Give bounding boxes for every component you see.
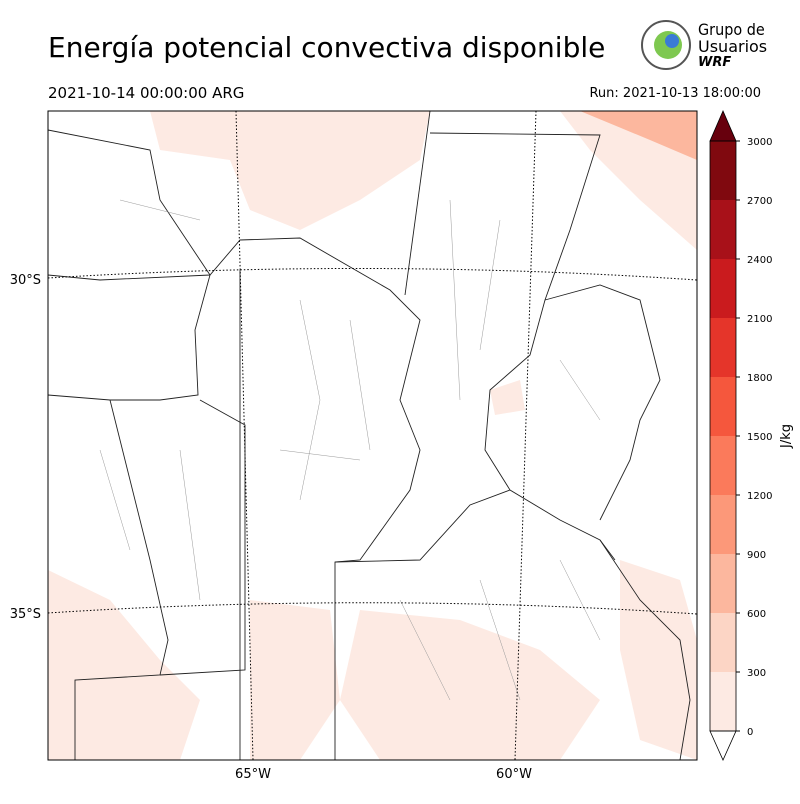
colorbar-tick-label: 600 <box>747 609 766 620</box>
run-time: Run: 2021-10-13 18:00:00 <box>589 86 761 101</box>
colorbar-band <box>710 495 736 554</box>
logo: Grupo de Usuarios WRF <box>641 20 767 70</box>
colorbar-tick-label: 3000 <box>747 137 772 148</box>
colorbar-tick-label: 2400 <box>747 255 772 266</box>
colorbar-band <box>710 377 736 436</box>
colorbar-band <box>710 436 736 495</box>
colorbar-extend-over <box>709 109 737 142</box>
department-borders <box>99 199 601 701</box>
colorbar-tick-label: 1200 <box>747 491 772 502</box>
valid-time: 2021-10-14 00:00:00 ARG <box>48 84 244 102</box>
map: 30°S 35°S 65°W 60°W <box>10 110 698 782</box>
colorbar-tick-label: 300 <box>747 668 766 679</box>
colorbar-tick-label: 1500 <box>747 432 772 443</box>
colorbar-extend-under <box>709 730 737 761</box>
lat-label: 35°S <box>10 607 41 622</box>
colorbar-band <box>710 259 736 318</box>
lat-label: 30°S <box>10 273 41 288</box>
colorbar: J/kg 0 300 600 900 1200 1500 1800 2100 2400 2700 3… <box>709 109 794 761</box>
graticule <box>47 110 698 761</box>
lon-label: 65°W <box>235 767 271 782</box>
colorbar-tick-label: 2700 <box>747 196 772 207</box>
colorbar-band <box>710 554 736 613</box>
colorbar-tick-label: 900 <box>747 550 766 561</box>
logo-line: Usuarios <box>698 37 767 56</box>
lon-label: 60°W <box>496 767 532 782</box>
colorbar-label: J/kg <box>779 424 794 449</box>
map-frame <box>47 110 698 761</box>
colorbar-band <box>710 200 736 259</box>
title: Energía potencial convectiva disponible <box>48 31 605 64</box>
colorbar-band <box>710 141 736 200</box>
logo-line: WRF <box>698 55 731 70</box>
logo-line: Grupo de <box>698 20 765 39</box>
colorbar-tick-label: 1800 <box>747 373 772 384</box>
colorbar-band <box>710 318 736 377</box>
colorbar-tick-label: 2100 <box>747 314 772 325</box>
colorbar-band <box>710 613 736 672</box>
cape-shading <box>580 111 697 160</box>
province-borders <box>47 110 691 761</box>
colorbar-tick-label: 0 <box>747 727 753 738</box>
colorbar-band <box>710 672 736 731</box>
